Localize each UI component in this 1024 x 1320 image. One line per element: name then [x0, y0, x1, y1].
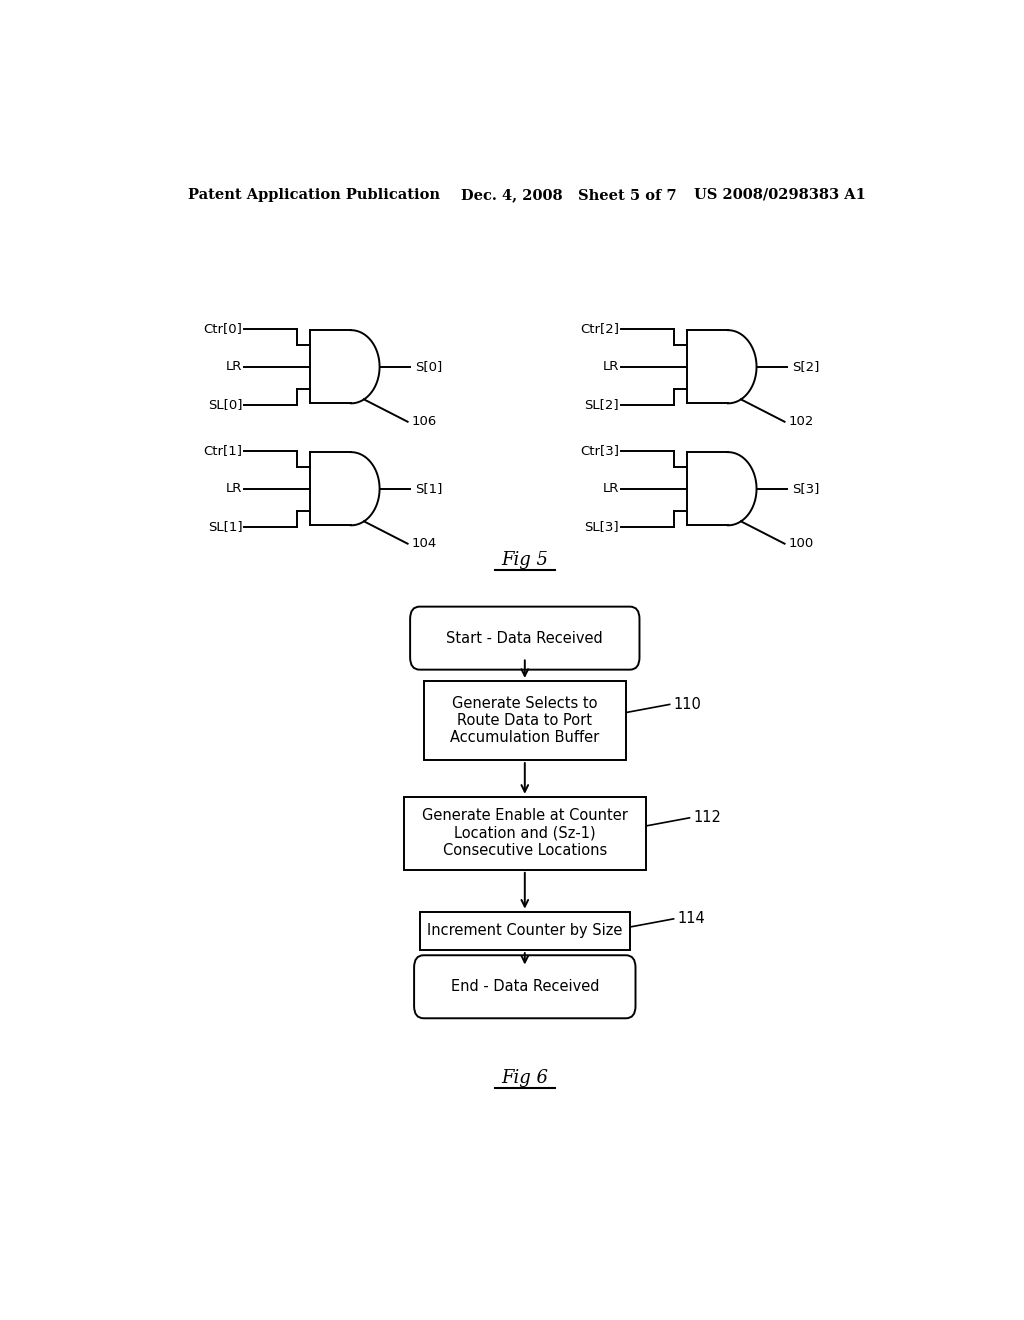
FancyBboxPatch shape — [414, 956, 636, 1018]
Text: LR: LR — [603, 482, 620, 495]
Text: 114: 114 — [678, 911, 706, 927]
Text: LR: LR — [603, 360, 620, 374]
Text: Generate Enable at Counter
Location and (Sz-1)
Consecutive Locations: Generate Enable at Counter Location and … — [422, 808, 628, 858]
Text: SL[3]: SL[3] — [585, 520, 620, 533]
Bar — [420, 912, 630, 950]
FancyBboxPatch shape — [411, 607, 639, 669]
Text: SL[2]: SL[2] — [585, 399, 620, 412]
Text: 112: 112 — [693, 810, 721, 825]
Text: 100: 100 — [788, 537, 814, 550]
Text: S[0]: S[0] — [416, 360, 442, 374]
Text: Increment Counter by Size: Increment Counter by Size — [427, 924, 623, 939]
Text: US 2008/0298383 A1: US 2008/0298383 A1 — [694, 187, 866, 202]
Text: Ctr[2]: Ctr[2] — [581, 322, 620, 335]
Text: Fig 6: Fig 6 — [502, 1069, 548, 1088]
Text: Patent Application Publication: Patent Application Publication — [187, 187, 439, 202]
Text: Ctr[0]: Ctr[0] — [204, 322, 243, 335]
Text: End - Data Received: End - Data Received — [451, 979, 599, 994]
Text: SL[0]: SL[0] — [208, 399, 243, 412]
Text: LR: LR — [226, 482, 243, 495]
Text: Start - Data Received: Start - Data Received — [446, 631, 603, 645]
Text: Fig 5: Fig 5 — [502, 550, 548, 569]
Text: 106: 106 — [412, 416, 437, 428]
Text: Ctr[1]: Ctr[1] — [204, 444, 243, 457]
Text: S[1]: S[1] — [416, 482, 442, 495]
Text: Ctr[3]: Ctr[3] — [581, 444, 620, 457]
Text: Dec. 4, 2008   Sheet 5 of 7: Dec. 4, 2008 Sheet 5 of 7 — [461, 187, 677, 202]
Text: LR: LR — [226, 360, 243, 374]
Text: S[3]: S[3] — [793, 482, 819, 495]
Text: Generate Selects to
Route Data to Port
Accumulation Buffer: Generate Selects to Route Data to Port A… — [451, 696, 599, 746]
Bar — [424, 681, 626, 760]
Text: SL[1]: SL[1] — [208, 520, 243, 533]
Bar — [403, 797, 646, 870]
Text: S[2]: S[2] — [793, 360, 819, 374]
Text: 104: 104 — [412, 537, 437, 550]
Text: 110: 110 — [674, 697, 701, 711]
Text: 102: 102 — [788, 416, 814, 428]
